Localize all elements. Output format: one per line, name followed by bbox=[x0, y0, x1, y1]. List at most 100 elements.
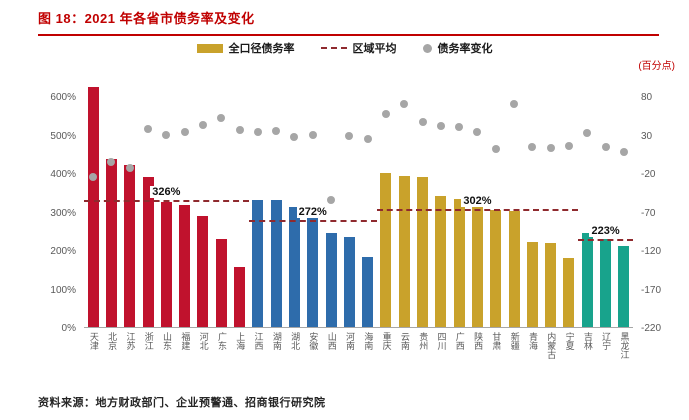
bar-上海 bbox=[234, 267, 246, 327]
bar-swatch-icon bbox=[196, 43, 223, 53]
x-tick-slot: 吉林 bbox=[578, 332, 596, 359]
x-axis-labels: 天津 北京 江苏 浙江 山东 福建 河北 广东 上海 江西 湖南 湖北 安徽 山西 河南 海南 重庆 云南 贵州 四川… bbox=[84, 332, 633, 359]
x-tick-label: 江苏 bbox=[125, 332, 136, 350]
x-tick-slot: 安徽 bbox=[304, 332, 322, 359]
average-line bbox=[578, 239, 633, 242]
left-axis-tick-label: 100% bbox=[50, 284, 76, 296]
scatter-dot-江西 bbox=[253, 128, 262, 137]
scatter-dot-山西 bbox=[327, 196, 336, 205]
scatter-dot-内蒙古 bbox=[546, 143, 555, 152]
x-tick-label: 浙江 bbox=[143, 332, 154, 350]
average-line bbox=[248, 220, 377, 223]
scatter-dot-江苏 bbox=[125, 163, 134, 172]
scatter-dot-浙江 bbox=[144, 124, 153, 133]
x-tick-slot: 福建 bbox=[175, 332, 193, 359]
bar-江西 bbox=[252, 200, 264, 327]
bar-河南 bbox=[343, 236, 355, 327]
x-tick-slot: 黑龙江 bbox=[615, 332, 633, 359]
x-tick-slot: 广西 bbox=[450, 332, 468, 359]
average-label-text: 326% bbox=[150, 185, 183, 198]
x-tick-slot: 湖南 bbox=[267, 332, 285, 359]
x-tick-slot: 湖北 bbox=[285, 332, 303, 359]
average-label: 326% bbox=[84, 185, 249, 198]
x-tick-label: 新疆 bbox=[509, 332, 520, 350]
left-axis-tick-label: 300% bbox=[50, 207, 76, 219]
x-tick-label: 陕西 bbox=[473, 332, 484, 350]
x-tick-label: 广东 bbox=[216, 332, 227, 350]
dash-swatch-icon bbox=[320, 47, 347, 49]
scatter-dot-广东 bbox=[217, 113, 226, 122]
x-tick-slot: 内蒙古 bbox=[541, 332, 559, 359]
x-tick-label: 四川 bbox=[436, 332, 447, 350]
x-tick-slot: 江苏 bbox=[121, 332, 139, 359]
bar-青海 bbox=[526, 241, 538, 327]
bar-内蒙古 bbox=[545, 243, 557, 327]
right-axis-tick-label: 30 bbox=[641, 130, 653, 142]
x-tick-label: 辽宁 bbox=[601, 332, 612, 350]
scatter-dot-陕西 bbox=[473, 128, 482, 137]
average-label-text: 223% bbox=[589, 225, 622, 238]
x-tick-slot: 贵州 bbox=[413, 332, 431, 359]
bar-福建 bbox=[179, 204, 191, 327]
x-tick-label: 北京 bbox=[107, 332, 118, 350]
average-line bbox=[376, 208, 579, 211]
left-axis-tick-label: 600% bbox=[50, 92, 76, 104]
bar-吉林 bbox=[581, 232, 593, 327]
x-tick-label: 山西 bbox=[326, 332, 337, 350]
scatter-dot-青海 bbox=[528, 143, 537, 151]
figure-title: 图 18：2021 年各省市债务率及变化 bbox=[38, 11, 255, 26]
bar-江苏 bbox=[124, 165, 136, 327]
x-tick-label: 云南 bbox=[399, 332, 410, 350]
scatter-dot-安徽 bbox=[308, 130, 317, 139]
x-tick-label: 河北 bbox=[198, 332, 209, 350]
x-tick-label: 福建 bbox=[180, 332, 191, 350]
x-tick-slot: 新疆 bbox=[505, 332, 523, 359]
left-axis-tick-label: 0% bbox=[61, 323, 76, 334]
x-tick-slot: 广东 bbox=[212, 332, 230, 359]
x-tick-slot: 江西 bbox=[249, 332, 267, 359]
x-tick-label: 山东 bbox=[162, 332, 173, 350]
bar-云南 bbox=[398, 176, 410, 327]
figure-header: 图 18：2021 年各省市债务率及变化 bbox=[38, 8, 659, 36]
x-tick-label: 青海 bbox=[527, 332, 538, 350]
x-tick-slot: 北京 bbox=[102, 332, 120, 359]
bar-广西 bbox=[453, 198, 465, 327]
bar-北京 bbox=[105, 158, 117, 327]
scatter-dot-重庆 bbox=[381, 109, 390, 118]
x-tick-label: 重庆 bbox=[381, 332, 392, 350]
x-tick-label: 湖北 bbox=[290, 332, 301, 350]
x-tick-slot: 陕西 bbox=[468, 332, 486, 359]
scatter-dot-海南 bbox=[363, 135, 372, 144]
left-axis-tick-label: 500% bbox=[50, 130, 76, 142]
scatter-dot-甘肃 bbox=[491, 144, 500, 153]
left-axis-tick-label: 400% bbox=[50, 169, 76, 181]
legend-label-debt-ratio: 全口径债务率 bbox=[228, 43, 295, 55]
bar-广东 bbox=[215, 238, 227, 327]
bar-重庆 bbox=[380, 173, 392, 327]
bar-湖南 bbox=[270, 200, 282, 327]
scatter-dot-四川 bbox=[436, 122, 445, 131]
x-tick-slot: 甘肃 bbox=[487, 332, 505, 359]
legend-label-region-average: 区域平均 bbox=[352, 43, 397, 55]
dot-swatch-icon bbox=[422, 43, 432, 53]
scatter-dot-湖南 bbox=[272, 126, 281, 135]
bar-辽宁 bbox=[600, 239, 612, 327]
x-tick-slot: 云南 bbox=[395, 332, 413, 359]
bar-新疆 bbox=[508, 210, 520, 327]
scatter-dot-广西 bbox=[455, 123, 464, 131]
legend-label-debt-change: 债务率变化 bbox=[437, 43, 493, 55]
x-tick-slot: 青海 bbox=[523, 332, 541, 359]
scatter-dot-宁夏 bbox=[564, 142, 573, 151]
x-tick-label: 宁夏 bbox=[564, 332, 575, 350]
x-tick-slot: 辽宁 bbox=[596, 332, 614, 359]
legend-item-region-average: 区域平均 bbox=[320, 40, 397, 56]
right-axis-tick-label: -220 bbox=[641, 323, 662, 334]
average-label-text: 302% bbox=[461, 194, 494, 207]
x-tick-slot: 山西 bbox=[322, 332, 340, 359]
scatter-dot-上海 bbox=[235, 126, 244, 135]
x-tick-label: 甘肃 bbox=[491, 332, 502, 350]
average-line bbox=[84, 199, 249, 202]
x-tick-label: 贵州 bbox=[418, 332, 429, 350]
bar-宁夏 bbox=[563, 257, 575, 327]
x-tick-label: 吉林 bbox=[582, 332, 593, 350]
